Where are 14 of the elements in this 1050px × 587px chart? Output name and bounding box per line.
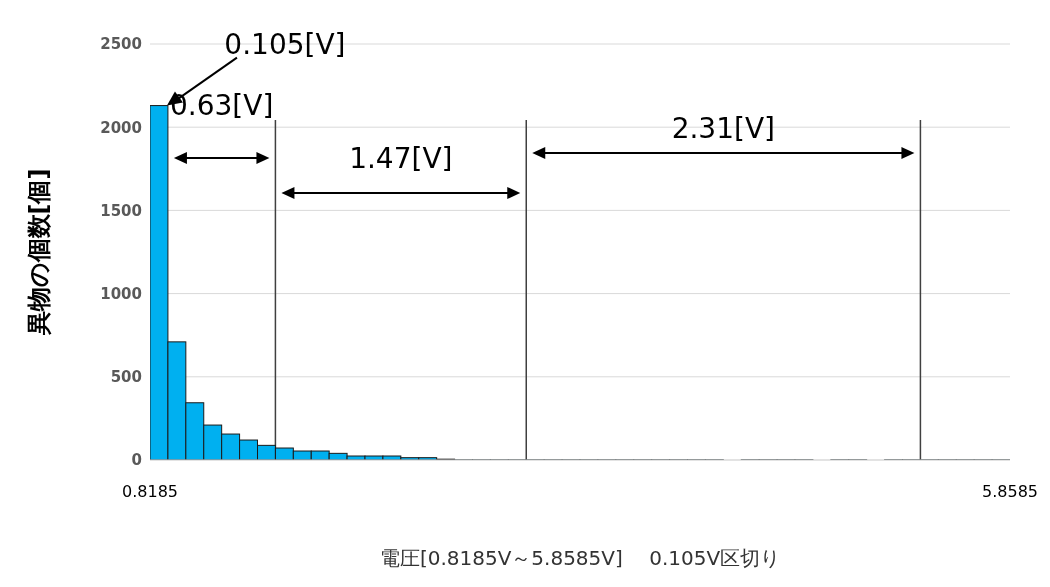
annotation: 1.47[V] <box>349 142 453 175</box>
y-tick-label: 2500 <box>100 35 142 54</box>
x-axis-title: 電圧[0.8185V～5.8585V] 0.105V区切り <box>379 546 781 570</box>
y-tick-label: 0 <box>131 451 142 470</box>
annotation: 0.63[V] <box>169 89 274 122</box>
y-tick-label: 1500 <box>100 201 142 220</box>
x-tick-label: 5.8585 <box>982 482 1038 502</box>
x-tick-label: 0.8185 <box>122 482 178 502</box>
y-tick-label: 500 <box>110 368 142 387</box>
y-tick-label: 1000 <box>100 284 142 303</box>
annotation: 0.105[V] <box>224 27 346 61</box>
annotation: 2.31[V] <box>671 112 776 145</box>
y-tick-label: 2000 <box>100 118 142 137</box>
y-axis-title: 異物の個数[個] <box>24 168 53 337</box>
